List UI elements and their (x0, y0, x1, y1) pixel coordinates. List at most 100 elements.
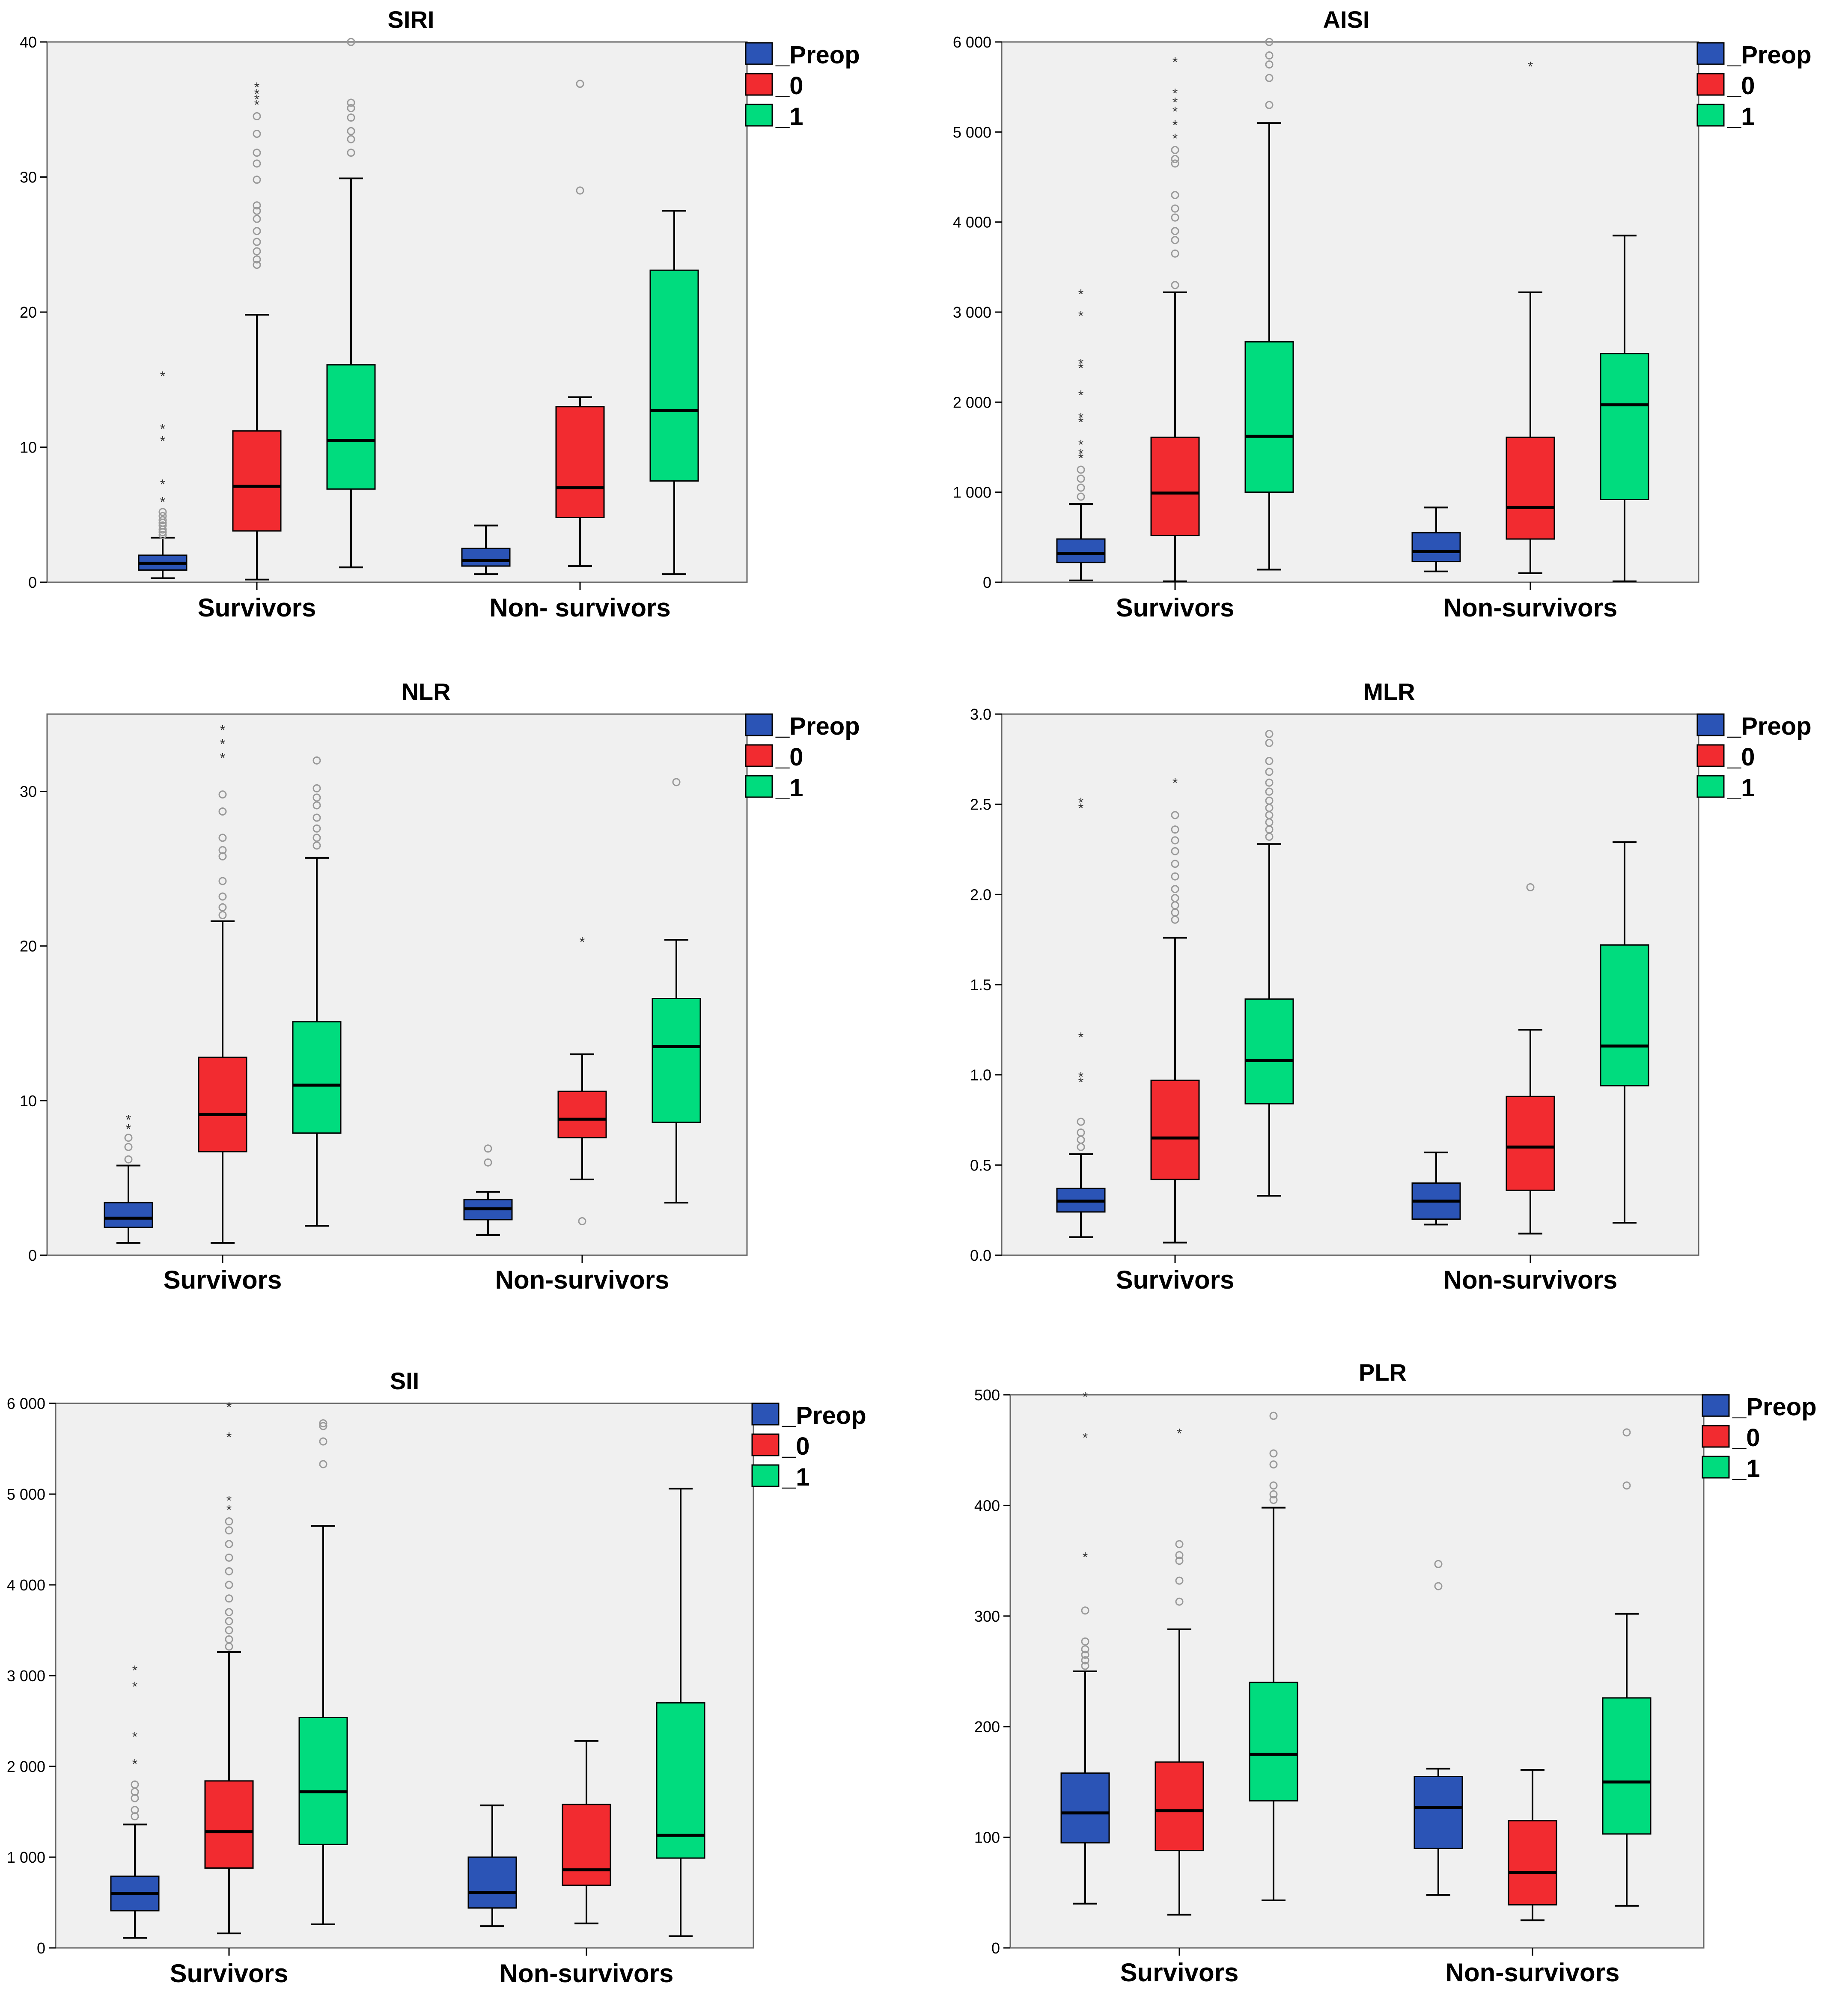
outlier-point (1077, 492, 1085, 501)
category-label: Survivors (1116, 1265, 1235, 1294)
outlier-point (225, 1635, 233, 1644)
iqr-box (1155, 1761, 1204, 1852)
box-preop-0: ***** (1056, 795, 1106, 1238)
legend-swatch (1696, 73, 1725, 96)
y-tick-label: 300 (974, 1608, 1000, 1625)
legend-label: _Preop (1732, 1393, 1817, 1421)
y-tick-label: 6 000 (7, 1395, 45, 1412)
outlier-point (312, 801, 321, 810)
extreme-point: * (1078, 308, 1083, 324)
outlier-point (218, 852, 227, 861)
legend: _Preop _0 _1 (1696, 41, 1812, 131)
y-tick-label: 200 (974, 1718, 1000, 1736)
plot-area (46, 41, 748, 583)
outlier-point (484, 1144, 492, 1153)
outlier-point (225, 1567, 233, 1575)
outlier-point (1171, 249, 1179, 258)
extreme-point: * (1177, 1426, 1182, 1441)
extreme-point: * (132, 1663, 137, 1678)
outlier-point (218, 911, 227, 919)
outlier-point (253, 214, 261, 223)
extreme-point: * (132, 1756, 137, 1772)
extreme-point: * (1078, 387, 1083, 403)
outlier-point (158, 508, 167, 516)
extreme-point: * (126, 1121, 131, 1137)
legend-label: _0 (775, 72, 803, 100)
y-tick-label: 10 (20, 1092, 37, 1110)
iqr-box (467, 1856, 517, 1909)
outlier-point (578, 1217, 586, 1226)
iqr-box (649, 269, 699, 482)
category-label: Survivors (170, 1959, 289, 1988)
iqr-box (232, 430, 282, 532)
outlier-point (253, 261, 261, 269)
extreme-point: * (132, 1729, 137, 1745)
extreme-point: * (220, 750, 225, 766)
box-preop-0: ********** (1056, 287, 1106, 581)
outlier-point (1265, 51, 1274, 60)
outlier-point (347, 149, 355, 157)
iqr-box (557, 1090, 607, 1139)
outlier-point (1077, 1128, 1085, 1137)
y-tick-label: 1 000 (953, 484, 991, 501)
legend-label: _Preop (775, 41, 860, 69)
extreme-point: * (226, 1399, 232, 1415)
extreme-point: * (1078, 287, 1083, 302)
outlier-point (484, 1158, 492, 1167)
outlier-point (253, 176, 261, 184)
y-tick-label: 6 000 (953, 33, 991, 51)
box-0-1: * (1506, 59, 1555, 574)
outlier-point (576, 186, 584, 195)
outlier-point (158, 512, 167, 520)
legend-label: _Preop (1727, 712, 1812, 740)
outlier-point (312, 824, 321, 833)
iqr-box (1508, 1820, 1557, 1906)
outlier-point (1269, 1481, 1278, 1490)
y-tick-label: 3 000 (953, 304, 991, 321)
y-tick-label: 100 (974, 1829, 1000, 1846)
legend-label: _0 (775, 743, 803, 771)
legend: _Preop _0 _1 (751, 1402, 866, 1491)
y-tick-label: 4 000 (953, 214, 991, 231)
chart-title: PLR (1359, 1359, 1407, 1386)
legend: _Preop _0 _1 (1696, 712, 1812, 802)
iqr-box (1056, 538, 1106, 563)
y-tick-label: 0 (991, 1939, 1000, 1957)
legend-label: _1 (775, 774, 803, 802)
legend-swatch (751, 1402, 780, 1426)
box-0-1 (1508, 1769, 1557, 1921)
outlier-point (1265, 796, 1274, 805)
legend-swatch (1696, 713, 1725, 736)
category-label: Survivors (1120, 1958, 1239, 1987)
outlier-point (347, 113, 355, 122)
outlier-point (1265, 60, 1274, 69)
extreme-point: * (1078, 446, 1083, 462)
extreme-point: * (1078, 1069, 1083, 1085)
legend-swatch (745, 104, 773, 127)
box-preop-1 (1411, 506, 1461, 572)
legend-label: _Preop (775, 712, 860, 740)
box-preop-0: ** (104, 1112, 153, 1244)
plot-area (1009, 1394, 1705, 1949)
box-preop-0: **** (110, 1663, 160, 1939)
legend-swatch (745, 744, 773, 767)
outlier-point (1171, 191, 1179, 200)
box-1-1 (649, 210, 699, 575)
extreme-point: * (132, 1679, 137, 1694)
legend-swatch (745, 775, 773, 798)
legend-label: _0 (1727, 72, 1755, 100)
extreme-point: * (580, 934, 585, 950)
box-1-1 (652, 778, 701, 1204)
outlier-point (253, 247, 261, 256)
outlier-point (319, 1460, 327, 1468)
legend-swatch (1702, 1456, 1730, 1479)
outlier-point (1171, 213, 1179, 222)
y-tick-label: 30 (20, 783, 37, 801)
iqr-box (1411, 532, 1461, 563)
outlier-point (1175, 1597, 1184, 1606)
panel-plr: PLR 0 100 200 300 400 500 Survivors Non-survivor… (974, 1359, 1817, 1987)
outlier-point (1526, 883, 1535, 891)
legend-swatch (1696, 42, 1725, 65)
box-0-0: **** (232, 80, 282, 581)
legend-swatch (745, 713, 773, 736)
